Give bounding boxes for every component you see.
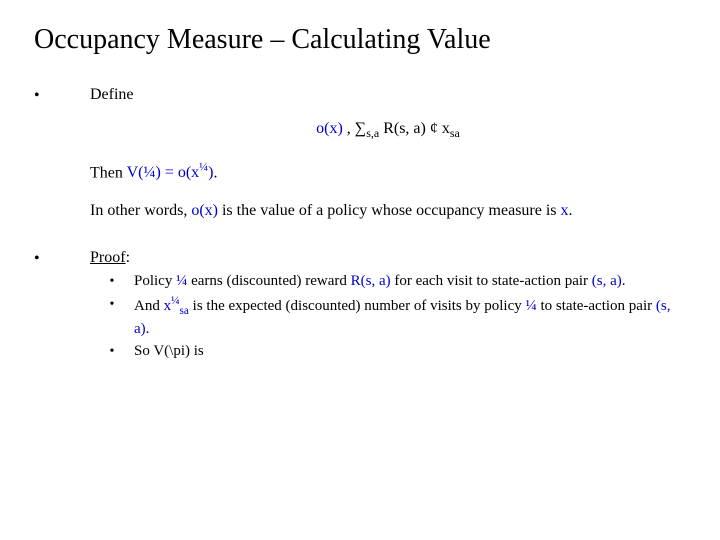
bullet-icon: •: [90, 341, 134, 362]
proof-item: • So V(\pi) is: [90, 341, 686, 362]
define-heading: Define: [90, 84, 686, 106]
proof-row: • Proof: • Policy ¼ earns (discounted) r…: [34, 247, 686, 364]
proof-item-3: So V(\pi) is: [134, 341, 686, 361]
then-line: Then V(¼) = o(x¼).: [90, 159, 686, 184]
formula-sep: ,: [343, 120, 355, 137]
define-formula: o(x) , ∑s,a R(s, a) ¢ xsa: [90, 118, 686, 141]
proof-heading: Proof: [90, 249, 126, 266]
proof-item-1: Policy ¼ earns (discounted) reward R(s, …: [134, 271, 686, 291]
x-pi-sa: x¼sa: [164, 298, 189, 314]
formula-x: x: [438, 120, 450, 137]
then-prefix: Then: [90, 164, 127, 181]
formula-lhs: o(x): [316, 120, 343, 137]
formula-sum: ∑: [355, 120, 366, 137]
proof-item-2: And x¼sa is the expected (discounted) nu…: [134, 294, 686, 339]
then-suffix: .: [214, 164, 218, 181]
bullet-icon: •: [34, 247, 90, 270]
bullet-icon: •: [90, 271, 134, 292]
proof-item: • And x¼sa is the expected (discounted) …: [90, 294, 686, 339]
define-row: • Define o(x) , ∑s,a R(s, a) ¢ xsa Then …: [34, 84, 686, 237]
proof-item: • Policy ¼ earns (discounted) reward R(s…: [90, 271, 686, 292]
inwords-line: In other words, o(x) is the value of a p…: [90, 200, 686, 222]
bullet-icon: •: [90, 294, 134, 315]
slide-title: Occupancy Measure – Calculating Value: [34, 24, 686, 56]
formula-mid: R(s, a): [379, 120, 430, 137]
formula-sum-sub: s,a: [366, 126, 379, 140]
formula-x-sub: sa: [450, 126, 460, 140]
proof-content: Proof: • Policy ¼ earns (discounted) rew…: [90, 247, 686, 364]
define-content: Define o(x) , ∑s,a R(s, a) ¢ xsa Then V(…: [90, 84, 686, 237]
then-eq: V(¼) = o(x¼): [127, 164, 214, 181]
slide: Occupancy Measure – Calculating Value • …: [0, 0, 720, 540]
proof-list: • Policy ¼ earns (discounted) reward R(s…: [90, 271, 686, 362]
bullet-icon: •: [34, 84, 90, 107]
formula-cent: ¢: [430, 120, 438, 137]
